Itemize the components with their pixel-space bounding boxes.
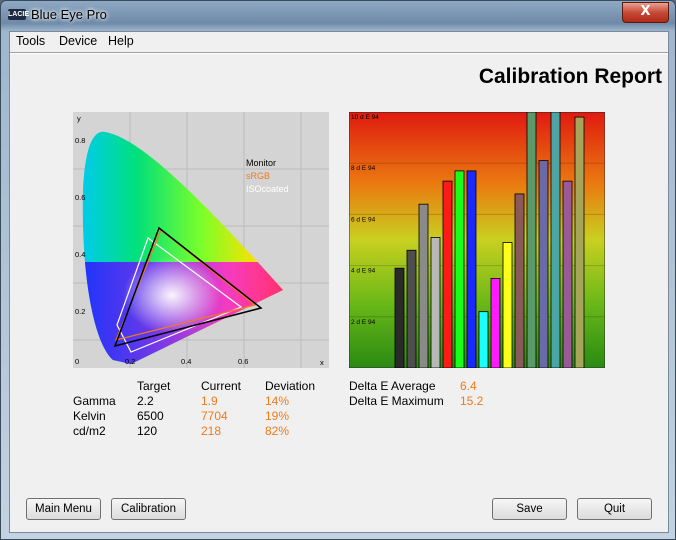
kelvin-target: 6500 bbox=[137, 409, 164, 423]
header-deviation: Deviation bbox=[265, 379, 316, 393]
kelvin-current: 7704 bbox=[201, 409, 228, 423]
delta-e-bar-10 bbox=[502, 242, 513, 368]
delta-e-bar-2 bbox=[406, 249, 417, 368]
delta-e-bar-14 bbox=[550, 112, 561, 368]
main-menu-button[interactable]: Main Menu bbox=[26, 498, 101, 520]
gamma-target: 2.2 bbox=[137, 394, 154, 408]
chart-bars bbox=[394, 112, 585, 368]
monitor-gamut-outline bbox=[113, 226, 263, 348]
window-title: Blue Eye Pro bbox=[31, 7, 107, 22]
title-bar[interactable]: LACIE Blue Eye Pro X bbox=[1, 1, 675, 29]
delta-e-bar-12 bbox=[526, 112, 537, 368]
luminance-deviation: 82% bbox=[265, 424, 290, 438]
menu-device[interactable]: Device bbox=[59, 34, 98, 48]
delta-e-bar-15 bbox=[562, 180, 573, 368]
axis-y-label: y bbox=[77, 114, 81, 123]
delta-e-average-value: 6.4 bbox=[460, 379, 477, 393]
delta-e-bar-chart: 2 d E 94 4 d E 94 6 d E 94 8 d E 94 10 d E 9… bbox=[349, 112, 605, 368]
gamma-current: 1.9 bbox=[201, 394, 218, 408]
delta-e-bar-6 bbox=[454, 170, 465, 368]
legend-srgb: sRGB bbox=[246, 171, 270, 181]
delta-e-bar-5 bbox=[442, 180, 453, 368]
legend-isocoated: ISOcoated bbox=[246, 184, 289, 194]
calibration-button[interactable]: Calibration bbox=[111, 498, 186, 520]
delta-e-bar-11 bbox=[514, 193, 525, 368]
delta-e-bar-13 bbox=[538, 160, 549, 368]
header-target: Target bbox=[137, 379, 171, 393]
y-tick-06: 0.6 bbox=[75, 193, 85, 202]
delta-e-bar-9 bbox=[490, 277, 501, 368]
x-tick-06: 0.6 bbox=[238, 357, 248, 366]
header-current: Current bbox=[201, 379, 242, 393]
delta-e-bar-16 bbox=[574, 116, 585, 368]
y-tick-label-4: 4 d E 94 bbox=[351, 268, 376, 275]
menu-bar: Tools Device Help bbox=[10, 32, 668, 53]
close-button[interactable]: X bbox=[622, 2, 669, 23]
y-tick-02: 0.2 bbox=[75, 307, 85, 316]
menu-separator bbox=[10, 53, 668, 54]
client-area: Tools Device Help Calibration Report bbox=[9, 31, 669, 533]
delta-e-bar-7 bbox=[466, 170, 477, 368]
y-tick-label-8: 8 d E 94 bbox=[351, 165, 376, 172]
delta-e-average-label: Delta E Average bbox=[349, 379, 436, 393]
isocoated-gamut-outline bbox=[116, 237, 243, 353]
chart-grid bbox=[349, 112, 605, 318]
luminance-label: cd/m2 bbox=[73, 424, 106, 438]
y-tick-label-10: 10 d E 94 bbox=[351, 114, 379, 121]
axis-x-label: x bbox=[320, 358, 324, 367]
cie-gamut-diagram: y x 0 0.2 0.4 0.6 0.2 0.4 0.6 0.8 Monito… bbox=[73, 112, 329, 368]
kelvin-label: Kelvin bbox=[73, 409, 106, 423]
y-tick-08: 0.8 bbox=[75, 136, 85, 145]
save-button[interactable]: Save bbox=[492, 498, 567, 520]
y-tick-label-6: 6 d E 94 bbox=[351, 216, 376, 223]
report-title: Calibration Report bbox=[478, 65, 662, 88]
gamma-deviation: 14% bbox=[265, 394, 290, 408]
x-tick-04: 0.4 bbox=[181, 357, 191, 366]
luminance-target: 120 bbox=[137, 424, 158, 438]
luminance-current: 218 bbox=[201, 424, 222, 438]
app-logo-icon: LACIE bbox=[8, 9, 29, 20]
gamma-label: Gamma bbox=[73, 394, 116, 408]
chart-background bbox=[349, 112, 605, 368]
delta-e-bar-4 bbox=[430, 237, 441, 368]
delta-e-maximum-value: 15.2 bbox=[460, 394, 484, 408]
chart-tick-labels: 2 d E 94 4 d E 94 6 d E 94 8 d E 94 10 d E 9… bbox=[351, 114, 379, 326]
delta-e-bar-3 bbox=[418, 203, 429, 368]
quit-button[interactable]: Quit bbox=[577, 498, 652, 520]
delta-e-bar-8 bbox=[478, 311, 489, 368]
delta-e-bar-1 bbox=[394, 267, 405, 368]
kelvin-deviation: 19% bbox=[265, 409, 290, 423]
menu-tools[interactable]: Tools bbox=[16, 34, 46, 48]
x-tick-02: 0.2 bbox=[125, 357, 135, 366]
legend-monitor: Monitor bbox=[246, 158, 276, 168]
delta-e-maximum-label: Delta E Maximum bbox=[349, 394, 444, 408]
y-tick-label-2: 2 d E 94 bbox=[351, 319, 376, 326]
y-tick-04: 0.4 bbox=[75, 250, 85, 259]
menu-help[interactable]: Help bbox=[108, 34, 134, 48]
x-tick-0: 0 bbox=[75, 357, 79, 366]
